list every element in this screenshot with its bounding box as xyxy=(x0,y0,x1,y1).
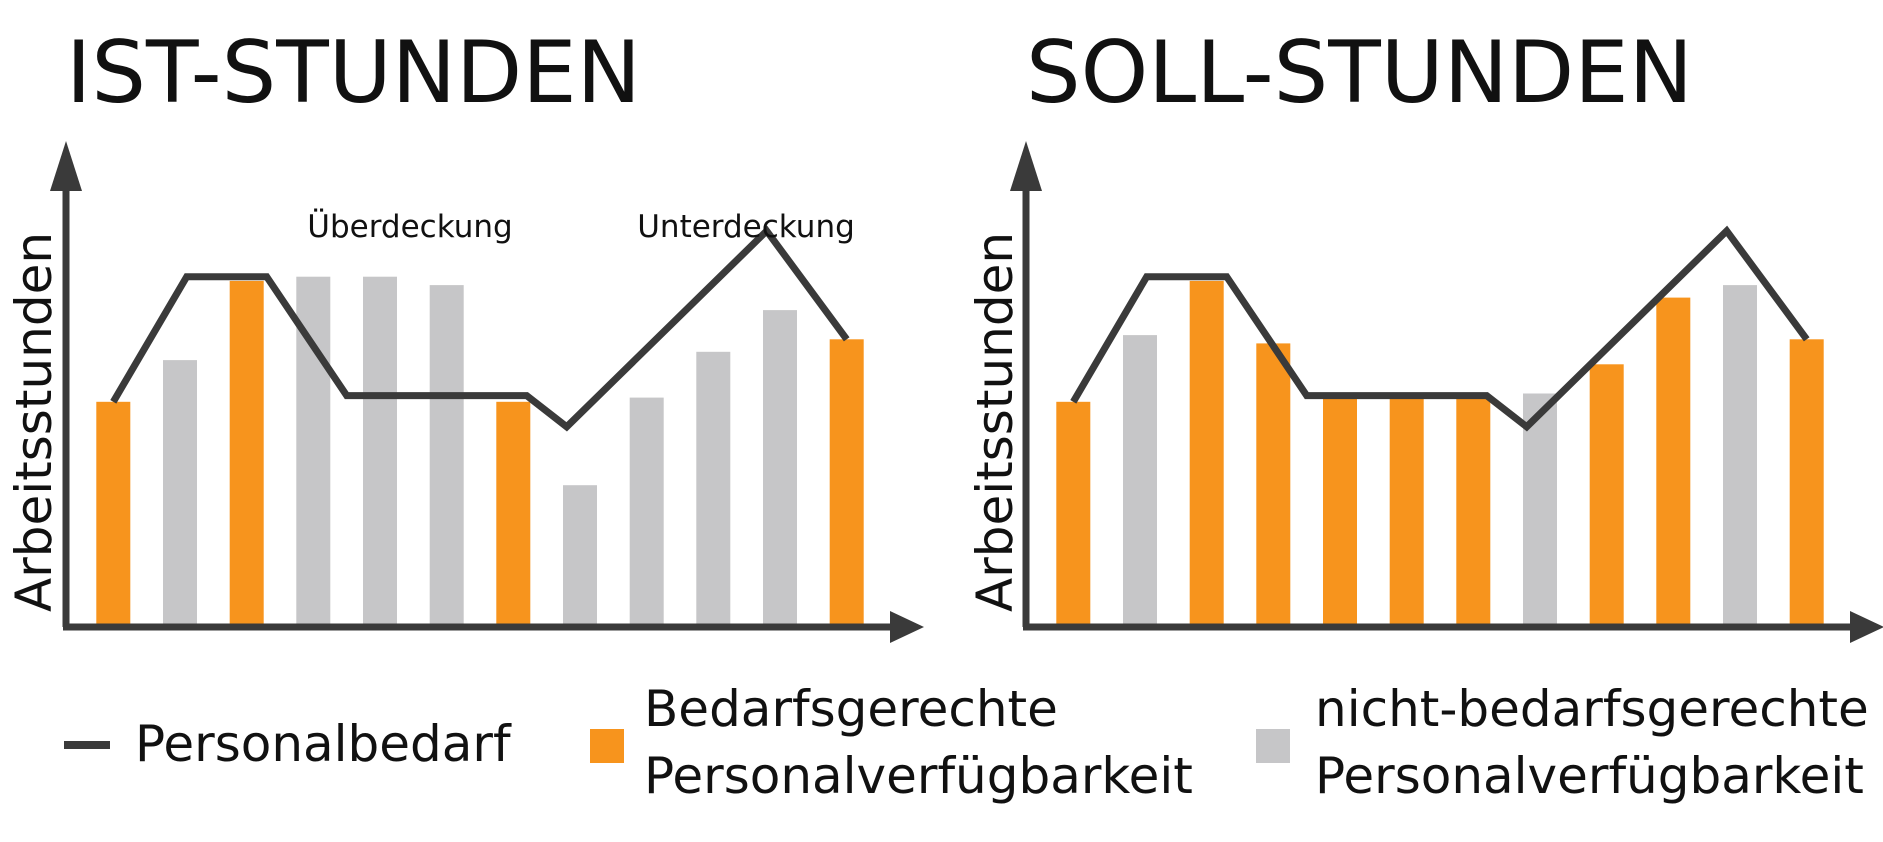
bar-nicht-bedarfsgerecht xyxy=(696,351,731,627)
bar-bedarfsgerecht xyxy=(1189,280,1224,627)
bar-nicht-bedarfsgerecht xyxy=(563,485,597,627)
bar-bedarfsgerecht xyxy=(496,401,531,627)
bar-bedarfsgerecht xyxy=(1456,397,1491,627)
y-axis-arrow xyxy=(50,141,82,191)
legend-item-bedarfsgerecht: Bedarfsgerechte Personalverfügbarkeit xyxy=(590,680,1193,805)
bar-nicht-bedarfsgerecht xyxy=(429,285,464,627)
legend: Personalbedarf Bedarfsgerechte Personalv… xyxy=(64,680,1869,805)
legend-line-swatch xyxy=(64,741,110,749)
bar-bedarfsgerecht xyxy=(829,339,864,627)
y-axis-label: Arbeitsstunden xyxy=(5,232,63,612)
y-axis-label: Arbeitsstunden xyxy=(966,232,1024,612)
bar-nicht-bedarfsgerecht xyxy=(763,310,797,627)
demand-line-group xyxy=(110,225,850,432)
bars-group xyxy=(1056,280,1824,627)
x-axis-arrow xyxy=(890,611,924,643)
demand-line xyxy=(1070,225,1810,432)
annotation-unterdeckung: Unterdeckung xyxy=(637,209,855,245)
legend-label-nicht-bedarfsgerecht-line2: Personalverfügbarkeit xyxy=(1315,747,1864,805)
bar-bedarfsgerecht xyxy=(1256,343,1291,627)
annotation-ueberdeckung: Überdeckung xyxy=(307,208,512,245)
axes xyxy=(50,141,924,643)
panel-ist-stunden: IST-STUNDEN Arbeitsstunden Überdeckung U… xyxy=(5,23,924,643)
bar-nicht-bedarfsgerecht xyxy=(629,397,664,627)
panel-soll-stunden: SOLL-STUNDEN Arbeitsstunden xyxy=(966,23,1883,643)
bar-bedarfsgerecht xyxy=(1656,297,1691,627)
legend-label-personalbedarf: Personalbedarf xyxy=(135,715,512,773)
bar-nicht-bedarfsgerecht xyxy=(1723,285,1757,627)
legend-label-nicht-bedarfsgerecht-line1: nicht-bedarfsgerechte xyxy=(1315,680,1869,738)
bar-bedarfsgerecht xyxy=(1323,397,1357,627)
bar-bedarfsgerecht xyxy=(229,280,264,627)
bar-bedarfsgerecht xyxy=(1056,401,1091,627)
x-axis-arrow xyxy=(1850,611,1883,643)
bar-nicht-bedarfsgerecht xyxy=(1523,393,1557,627)
bar-nicht-bedarfsgerecht xyxy=(363,276,397,627)
bar-bedarfsgerecht xyxy=(1789,339,1824,627)
legend-orange-swatch xyxy=(590,729,624,763)
legend-item-nicht-bedarfsgerecht: nicht-bedarfsgerechte Personalverfügbark… xyxy=(1256,680,1869,805)
bar-bedarfsgerecht xyxy=(1589,364,1624,627)
legend-item-personalbedarf: Personalbedarf xyxy=(64,715,512,773)
legend-label-bedarfsgerecht-line1: Bedarfsgerechte xyxy=(644,680,1058,738)
bar-nicht-bedarfsgerecht xyxy=(163,360,197,627)
demand-line-group xyxy=(1070,225,1810,432)
bars-group xyxy=(96,276,864,627)
bar-nicht-bedarfsgerecht xyxy=(1123,335,1157,627)
chart-title: IST-STUNDEN xyxy=(66,23,641,123)
legend-gray-swatch xyxy=(1256,729,1290,763)
demand-line xyxy=(110,225,850,432)
legend-label-bedarfsgerecht-line2: Personalverfügbarkeit xyxy=(644,747,1193,805)
y-axis-arrow xyxy=(1010,141,1042,191)
bar-bedarfsgerecht xyxy=(1389,397,1424,627)
annotations: Überdeckung Unterdeckung xyxy=(307,208,854,245)
chart-title: SOLL-STUNDEN xyxy=(1026,23,1693,123)
bar-bedarfsgerecht xyxy=(96,401,131,627)
axes xyxy=(1010,141,1883,643)
